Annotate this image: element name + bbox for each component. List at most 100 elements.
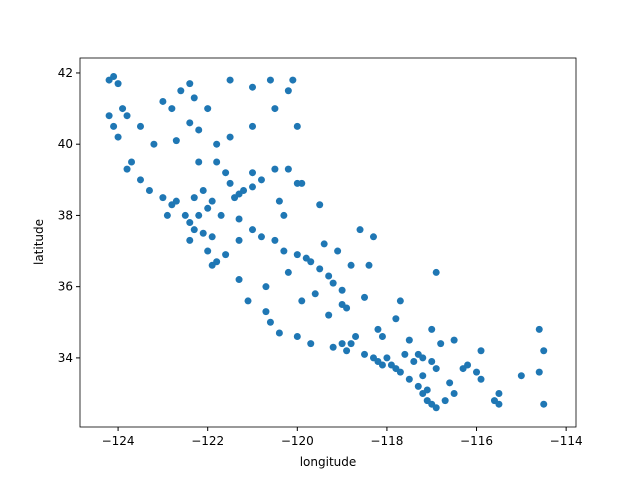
point (275, 329, 283, 337)
point (338, 286, 346, 294)
x-tick-label: −114 (550, 434, 583, 448)
x-axis-label: longitude (300, 455, 357, 469)
point (347, 261, 355, 269)
point (307, 258, 315, 266)
x-tick-label: −120 (281, 434, 314, 448)
point (186, 219, 194, 227)
point (186, 119, 194, 127)
point (307, 340, 315, 348)
point (226, 179, 234, 187)
point (374, 325, 382, 333)
point (190, 194, 198, 202)
point (298, 179, 306, 187)
point (356, 226, 364, 234)
point (450, 336, 458, 344)
point (540, 347, 548, 355)
point (231, 194, 239, 202)
point (401, 350, 409, 358)
y-axis-label: latitude (32, 219, 46, 265)
point (293, 251, 301, 259)
point (289, 76, 297, 84)
point (208, 233, 216, 241)
point (266, 76, 274, 84)
point (204, 105, 212, 113)
point (275, 197, 283, 205)
point (361, 293, 369, 301)
point (423, 386, 431, 394)
x-tick-label: −124 (102, 434, 135, 448)
point (195, 126, 203, 134)
point (405, 336, 413, 344)
point (145, 186, 153, 194)
point (249, 226, 257, 234)
x-tick-label: −122 (191, 434, 224, 448)
point (343, 304, 351, 312)
point (181, 211, 189, 219)
point (199, 229, 207, 237)
point (190, 94, 198, 102)
point (136, 122, 144, 130)
point (329, 343, 337, 351)
point (213, 158, 221, 166)
point (432, 268, 440, 276)
point (293, 122, 301, 130)
point (208, 197, 216, 205)
point (271, 236, 279, 244)
point (378, 361, 386, 369)
point (284, 165, 292, 173)
point (114, 80, 122, 88)
point (495, 400, 503, 408)
point (249, 122, 257, 130)
point (369, 233, 377, 241)
point (293, 333, 301, 341)
point (208, 261, 216, 269)
y-tick-label: 36 (58, 280, 73, 294)
point (150, 140, 158, 148)
plot-frame (79, 57, 577, 428)
x-tick-label: −116 (460, 434, 493, 448)
point (441, 397, 449, 405)
point (177, 87, 185, 95)
point (419, 372, 427, 380)
point (432, 365, 440, 373)
point (235, 215, 243, 223)
point (378, 333, 386, 341)
point (284, 268, 292, 276)
point (204, 204, 212, 212)
point (163, 211, 171, 219)
point (195, 158, 203, 166)
point (249, 169, 257, 177)
point (123, 112, 131, 120)
point (249, 183, 257, 191)
point (535, 325, 543, 333)
point (495, 390, 503, 398)
point (437, 340, 445, 348)
point (320, 240, 328, 248)
point (159, 97, 167, 105)
point (334, 247, 342, 255)
point (410, 357, 418, 365)
point (535, 368, 543, 376)
point (204, 247, 212, 255)
point (240, 186, 248, 194)
point (199, 186, 207, 194)
point (136, 176, 144, 184)
point (249, 83, 257, 91)
point (213, 140, 221, 148)
point (168, 105, 176, 113)
point (396, 368, 404, 376)
point (450, 390, 458, 398)
point (343, 347, 351, 355)
point (414, 382, 422, 390)
point (383, 354, 391, 362)
y-tick-label: 34 (58, 351, 73, 365)
point (172, 137, 180, 145)
point (298, 297, 306, 305)
point (361, 350, 369, 358)
point (226, 76, 234, 84)
point (110, 73, 118, 81)
point (477, 347, 485, 355)
y-tick-label: 40 (58, 137, 73, 151)
point (190, 226, 198, 234)
